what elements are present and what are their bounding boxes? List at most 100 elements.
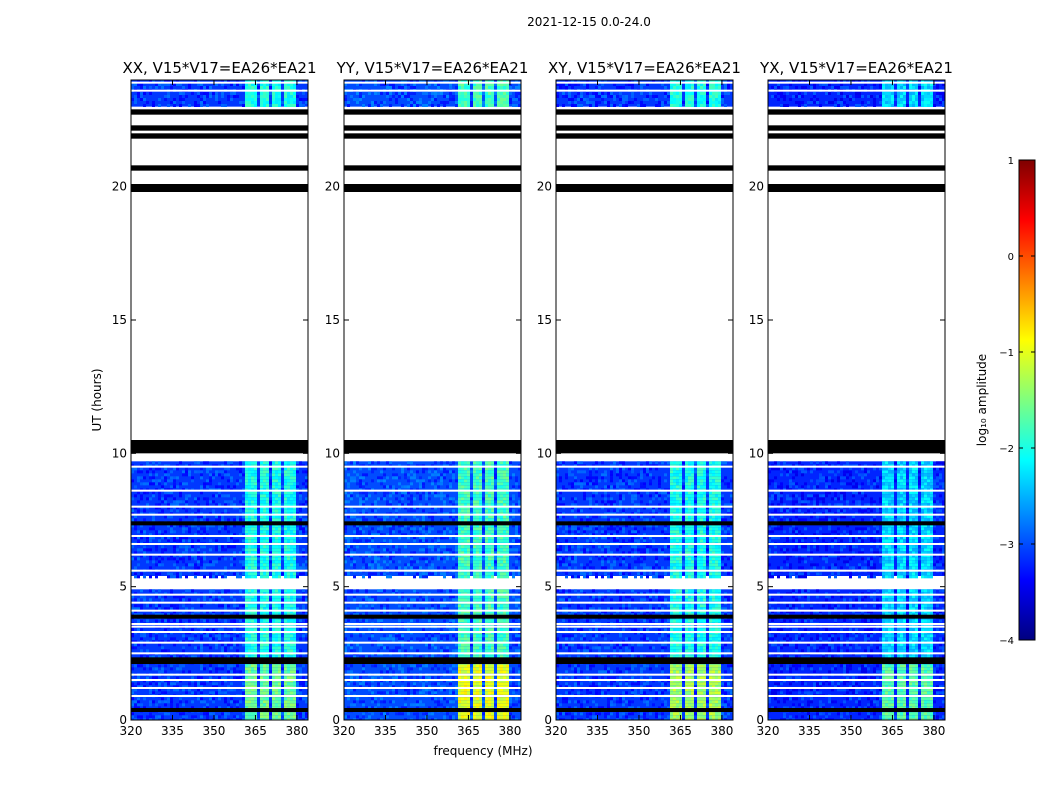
heatmap-cell xyxy=(443,655,446,659)
heatmap-cell xyxy=(215,539,218,543)
heatmap-cell xyxy=(365,619,368,623)
heatmap-cell xyxy=(236,572,239,576)
heatmap-cell xyxy=(224,643,227,647)
heatmap-cell xyxy=(512,619,515,623)
heatmap-cell xyxy=(245,604,248,608)
heatmap-cell xyxy=(254,703,257,707)
heatmap-cell xyxy=(251,551,254,555)
heatmap-cell xyxy=(398,646,401,650)
heatmap-cell xyxy=(191,676,194,680)
heatmap-cell xyxy=(266,604,269,608)
heatmap-cell xyxy=(293,628,296,632)
heatmap-cell xyxy=(275,697,278,701)
heatmap-cell xyxy=(251,604,254,608)
heatmap-cell xyxy=(500,649,503,653)
heatmap-cell xyxy=(446,670,449,674)
heatmap-cell xyxy=(272,104,275,107)
heatmap-cell xyxy=(227,703,230,707)
heatmap-cell xyxy=(458,685,461,689)
heatmap-cell xyxy=(287,506,290,510)
heatmap-cell xyxy=(266,682,269,686)
heatmap-cell xyxy=(200,697,203,701)
heatmap-cell xyxy=(245,649,248,653)
heatmap-cell xyxy=(392,485,395,489)
heatmap-cell xyxy=(371,685,374,689)
heatmap-cell xyxy=(506,718,509,720)
heatmap-cell xyxy=(371,691,374,695)
heatmap-cell xyxy=(506,470,509,474)
heatmap-cell xyxy=(224,566,227,570)
heatmap-cell xyxy=(278,500,281,504)
heatmap-cell xyxy=(176,575,179,579)
heatmap-cell xyxy=(473,610,476,614)
heatmap-cell xyxy=(440,506,443,510)
heatmap-cell xyxy=(167,506,170,510)
heatmap-cell xyxy=(293,101,296,104)
heatmap-cell xyxy=(287,628,290,632)
heatmap-cell xyxy=(497,703,500,707)
heatmap-cell xyxy=(188,83,191,86)
heatmap-cell xyxy=(497,473,500,477)
heatmap-cell xyxy=(293,551,296,555)
heatmap-cell xyxy=(218,470,221,474)
heatmap-cell xyxy=(422,610,425,614)
heatmap-cell xyxy=(146,718,149,720)
heatmap-cell xyxy=(347,589,350,593)
heatmap-cell xyxy=(518,494,521,498)
heatmap-cell xyxy=(299,524,302,528)
heatmap-cell xyxy=(260,637,263,641)
heatmap-cell xyxy=(260,691,263,695)
heatmap-cell xyxy=(176,685,179,689)
heatmap-cell xyxy=(149,604,152,608)
heatmap-cell xyxy=(164,548,167,552)
heatmap-cell xyxy=(173,575,176,579)
heatmap-cell xyxy=(491,497,494,501)
heatmap-cell xyxy=(419,667,422,671)
heatmap-cell xyxy=(152,676,155,680)
heatmap-cell xyxy=(281,667,284,671)
heatmap-cell xyxy=(152,104,155,107)
heatmap-cell xyxy=(161,649,164,653)
heatmap-cell xyxy=(437,667,440,671)
heatmap-cell xyxy=(488,506,491,510)
heatmap-cell xyxy=(206,503,209,507)
heatmap-cell xyxy=(467,604,470,608)
heatmap-cell xyxy=(350,646,353,650)
gap-line xyxy=(131,489,308,492)
heatmap-cell xyxy=(419,482,422,486)
heatmap-cell xyxy=(416,649,419,653)
heatmap-cell xyxy=(218,485,221,489)
heatmap-cell xyxy=(380,479,383,483)
heatmap-cell xyxy=(131,691,134,695)
heatmap-cell xyxy=(278,664,281,668)
heatmap-cell xyxy=(245,83,248,86)
heatmap-cell xyxy=(392,476,395,480)
heatmap-cell xyxy=(251,619,254,623)
heatmap-cell xyxy=(419,691,422,695)
heatmap-cell xyxy=(368,628,371,632)
heatmap-cell xyxy=(197,539,200,543)
heatmap-cell xyxy=(284,503,287,507)
heatmap-cell xyxy=(200,104,203,107)
heatmap-cell xyxy=(431,482,434,486)
heatmap-cell xyxy=(440,491,443,495)
heatmap-cell xyxy=(371,598,374,602)
heatmap-cell xyxy=(263,479,266,483)
heatmap-cell xyxy=(371,607,374,611)
heatmap-cell xyxy=(449,682,452,686)
heatmap-cell xyxy=(239,101,242,104)
heatmap-cell xyxy=(242,572,245,576)
heatmap-cell xyxy=(368,682,371,686)
heatmap-cell xyxy=(506,637,509,641)
heatmap-cell xyxy=(293,95,296,98)
heatmap-cell xyxy=(221,598,224,602)
heatmap-cell xyxy=(143,575,146,579)
heatmap-cell xyxy=(497,479,500,483)
heatmap-cell xyxy=(422,691,425,695)
heatmap-cell xyxy=(422,467,425,471)
heatmap-cell xyxy=(272,664,275,668)
heatmap-cell xyxy=(272,536,275,540)
gap-line xyxy=(131,583,308,585)
heatmap-cell xyxy=(137,491,140,495)
heatmap-cell xyxy=(284,518,287,522)
